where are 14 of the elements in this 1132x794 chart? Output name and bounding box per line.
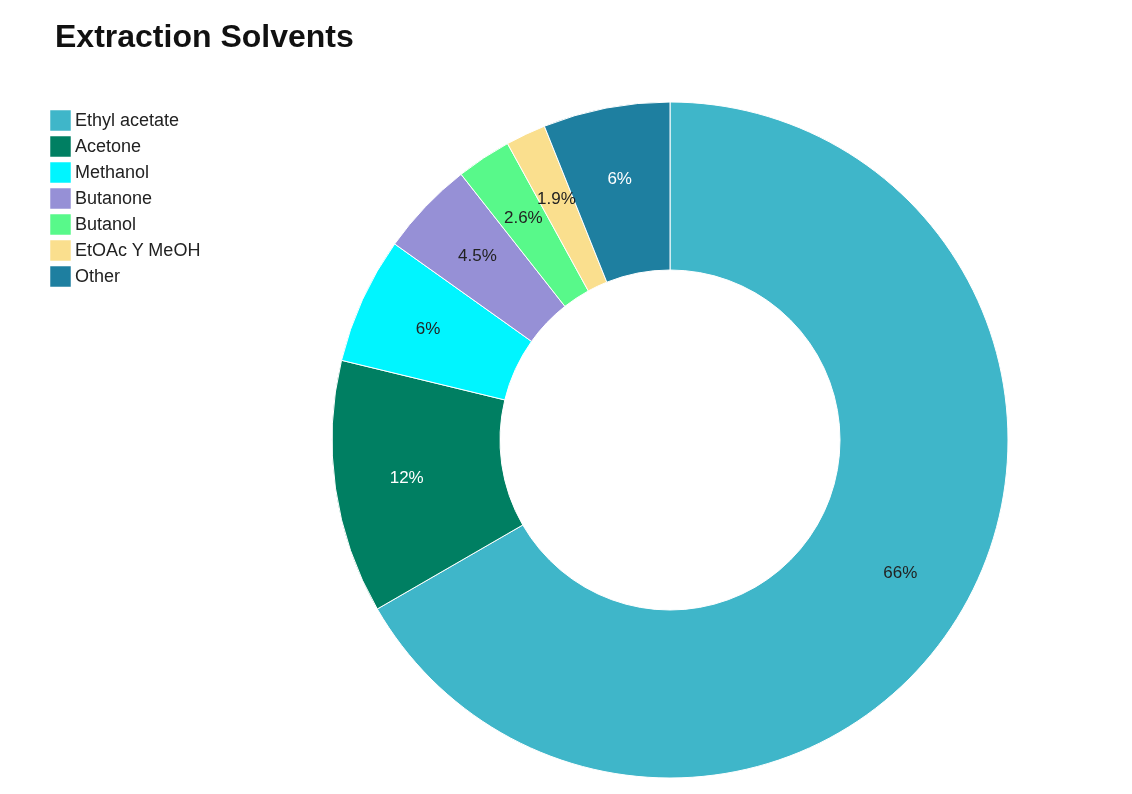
- data-label: 12%: [389, 467, 424, 487]
- legend-label: Ethyl acetate: [75, 109, 180, 130]
- legend-label: Butanol: [75, 213, 137, 234]
- chart-title: Extraction Solvents: [55, 18, 354, 54]
- legend-label: Methanol: [75, 161, 150, 182]
- legend-label: EtOAc Y MeOH: [75, 239, 201, 260]
- legend-label: Acetone: [75, 135, 142, 156]
- data-label: 6%: [607, 168, 632, 188]
- data-label: 4.5%: [458, 246, 497, 266]
- data-label: 66%: [883, 563, 918, 582]
- legend-label: Butanone: [75, 187, 153, 208]
- data-label: 2.6%: [503, 208, 543, 228]
- data-label: 6%: [415, 319, 441, 339]
- legend-label: Other: [75, 265, 121, 286]
